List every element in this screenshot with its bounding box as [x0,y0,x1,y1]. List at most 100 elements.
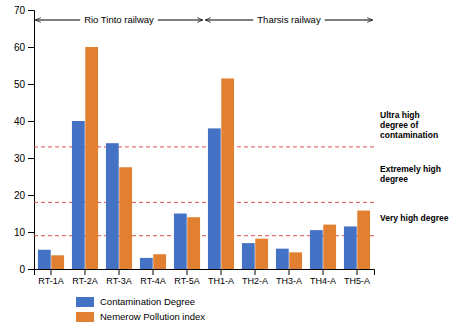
bar [85,47,98,269]
zone-annotation: Ultra highdegree ofcontamination [380,110,438,140]
x-tick: RT-2A [72,269,97,286]
group-arrow [158,20,203,21]
x-tick-mark [119,269,120,275]
threshold-line [34,202,374,203]
bar-series [51,47,370,269]
x-tick-label: RT-3A [106,276,131,286]
threshold-line [34,146,374,147]
x-tick: RT-1A [38,269,63,286]
group-arrow [35,20,80,21]
bar [72,121,85,269]
x-tick-label: RT-2A [72,276,97,286]
threshold-line [34,235,374,236]
bar [276,249,289,269]
x-tick: RT-4A [140,269,165,286]
chart-container: 0 10 20 30 40 50 60 70 RT-1A RT-2A RT-3A RT-4A RT-5A… [0,0,474,331]
y-tick-mark [28,232,34,233]
bar [51,255,64,269]
x-tick-mark [153,269,154,275]
y-tick: 30 [14,153,34,164]
x-tick: TH5-A [344,269,370,286]
bar [255,239,268,269]
x-tick: TH1-A [208,269,234,286]
x-tick-mark [323,269,324,275]
plot: 0 10 20 30 40 50 60 70 RT-1A RT-2A RT-3A RT-4A RT-5A… [14,5,449,322]
group-annotation: Tharsis railway [205,13,372,27]
group-label-background [254,13,323,27]
x-tick-mark [221,269,222,275]
y-tick-label: 60 [14,42,26,53]
y-tick-label: 20 [14,190,26,201]
x-tick-label: RT-1A [38,276,63,286]
bar [323,225,336,269]
y-tick-label: 10 [14,227,26,238]
bar [289,252,302,269]
y-tick-mark [28,10,34,11]
y-tick-label: 70 [14,5,26,16]
x-tick: TH3-A [276,269,302,286]
bar [242,243,255,269]
marks [34,47,374,269]
zone-annotation: Extremely highdegree [380,164,441,184]
y-tick-mark [28,195,34,196]
annotations: Ultra highdegree ofcontamination Extremel… [35,13,448,223]
legend-swatch [76,312,94,322]
bar [140,258,153,269]
x-axis: RT-1A RT-2A RT-3A RT-4A RT-5A TH1-A TH2-A TH3-A… [35,269,375,286]
x-tick-label: TH3-A [276,276,302,286]
y-tick-mark [28,158,34,159]
group-arrow [205,20,253,21]
y-tick: 50 [14,79,34,90]
x-tick-label: TH2-A [242,276,268,286]
bar [187,217,200,269]
bar [119,167,132,269]
bar [208,128,221,269]
bar [310,230,323,269]
group-label: Tharsis railway [257,14,321,25]
x-tick-mark [255,269,256,275]
x-tick-label: TH5-A [344,276,370,286]
legend-label: Nemerow Pollution index [100,311,205,322]
x-tick-mark [85,269,86,275]
y-tick: 70 [14,5,34,16]
y-tick-mark [28,269,34,270]
y-tick-mark [28,121,34,122]
group-annotation: Rio Tinto railway [35,13,202,27]
y-tick-label: 30 [14,153,26,164]
group-label: Rio Tinto railway [84,14,154,25]
y-tick-label: 50 [14,79,26,90]
x-axis-line [35,270,375,276]
legend-label: Contamination Degree [100,296,195,307]
y-tick-label: 0 [19,264,25,275]
x-tick-label: TH1-A [208,276,234,286]
x-tick-label: RT-4A [140,276,165,286]
bar [153,254,166,269]
x-tick-label: RT-5A [174,276,199,286]
y-axis: 0 10 20 30 40 50 60 70 [14,5,35,275]
legend: Contamination Degree Nemerow Pollution in… [76,296,205,322]
x-tick-mark [357,269,358,275]
y-tick-label: 40 [14,116,26,127]
x-tick-mark [187,269,188,275]
y-tick: 20 [14,190,34,201]
x-tick-label: TH4-A [310,276,336,286]
bar [106,143,119,269]
y-tick: 60 [14,42,34,53]
x-tick: RT-5A [174,269,199,286]
legend-item: Contamination Degree [76,296,195,307]
y-axis-line [28,11,35,270]
y-tick: 10 [14,227,34,238]
x-tick: TH2-A [242,269,268,286]
x-tick-mark [289,269,290,275]
legend-item: Nemerow Pollution index [76,311,205,322]
zone-annotation: Very high degree [380,213,449,223]
y-tick-mark [28,47,34,48]
legend-swatch [76,297,94,307]
group-arrow [325,20,373,21]
x-tick-mark [51,269,52,275]
x-tick: RT-3A [106,269,131,286]
chart: 0 10 20 30 40 50 60 70 RT-1A RT-2A RT-3A RT-4A RT-5A… [0,0,474,331]
bar [221,78,234,269]
y-tick-mark [28,84,34,85]
bar [38,250,51,269]
